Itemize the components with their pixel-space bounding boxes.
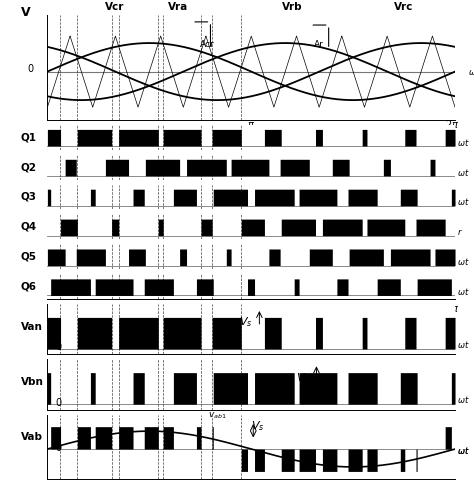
Text: $V_s$: $V_s$ bbox=[251, 419, 264, 433]
Text: $\omega t$: $\omega t$ bbox=[457, 339, 470, 350]
Text: Vrb: Vrb bbox=[282, 2, 302, 13]
Text: $r$: $r$ bbox=[457, 227, 463, 237]
Text: 0: 0 bbox=[55, 443, 62, 453]
Text: Q6: Q6 bbox=[21, 282, 37, 292]
Text: 0: 0 bbox=[27, 64, 33, 74]
Text: Vra: Vra bbox=[168, 2, 188, 13]
Text: $\omega t$: $\omega t$ bbox=[457, 445, 470, 455]
Text: $\omega t$: $\omega t$ bbox=[457, 394, 470, 405]
Text: Ar: Ar bbox=[314, 40, 324, 49]
Text: Vbn: Vbn bbox=[21, 377, 44, 387]
Text: Van: Van bbox=[21, 322, 43, 332]
Text: $\omega t$: $\omega t$ bbox=[457, 166, 470, 178]
Text: Q5: Q5 bbox=[21, 252, 37, 262]
Text: Vrc: Vrc bbox=[394, 2, 413, 13]
Text: Acr: Acr bbox=[200, 40, 215, 49]
Text: Vab: Vab bbox=[21, 432, 43, 442]
Text: $2\pi$: $2\pi$ bbox=[445, 302, 459, 314]
Text: 0: 0 bbox=[55, 397, 62, 408]
Text: $2\pi$: $2\pi$ bbox=[445, 118, 459, 130]
Text: Q2: Q2 bbox=[21, 162, 37, 172]
Text: $v_{ab1}$: $v_{ab1}$ bbox=[209, 411, 227, 422]
Text: V: V bbox=[21, 6, 30, 19]
Text: $\pi$: $\pi$ bbox=[247, 120, 255, 130]
Text: $V_s$: $V_s$ bbox=[239, 315, 253, 329]
Text: Q3: Q3 bbox=[21, 192, 37, 202]
Text: $\omega t$: $\omega t$ bbox=[457, 256, 470, 267]
Text: $\omega t$: $\omega t$ bbox=[457, 445, 470, 455]
Text: 0: 0 bbox=[55, 342, 62, 352]
Text: Vcr: Vcr bbox=[104, 2, 124, 13]
Text: $\pi$: $\pi$ bbox=[247, 303, 255, 314]
Text: Q4: Q4 bbox=[21, 222, 37, 232]
Text: $\omega t$: $\omega t$ bbox=[457, 136, 470, 148]
Text: $\omega t$: $\omega t$ bbox=[457, 197, 470, 208]
Text: $V_s$: $V_s$ bbox=[296, 371, 310, 385]
Text: $\omega t$: $\omega t$ bbox=[457, 286, 470, 297]
Text: Q1: Q1 bbox=[21, 132, 37, 142]
Text: $\omega t$: $\omega t$ bbox=[468, 66, 474, 77]
